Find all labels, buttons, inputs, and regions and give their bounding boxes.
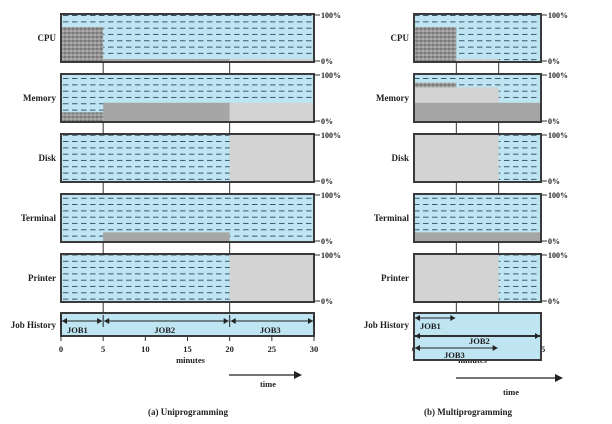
uniprogramming-caption: (a) Uniprogramming [148, 407, 229, 417]
printer-usage-block [229, 254, 314, 302]
x-tick-label: 25 [268, 344, 277, 354]
job-history-label: Job History [364, 320, 410, 330]
memory-bottom-percent: 0% [548, 117, 560, 126]
terminal-top-percent: 100% [548, 191, 568, 200]
disk-usage-block [414, 134, 499, 182]
cpu-usage-block [103, 59, 230, 62]
cpu-usage-block [456, 59, 499, 62]
x-tick-label: 10 [141, 344, 150, 354]
x-tick-label: 30 [310, 344, 319, 354]
memory-frame [60, 73, 315, 123]
disk-bottom-percent: 0% [321, 177, 333, 186]
printer-top-percent: 100% [548, 251, 568, 260]
x-tick-label: 5 [101, 344, 105, 354]
cpu-bottom-percent: 0% [321, 57, 333, 66]
printer-bottom-percent: 0% [548, 297, 560, 306]
job-arrow-right [492, 345, 498, 351]
x-tick-label: 0 [59, 344, 63, 354]
disk-frame [60, 133, 315, 183]
disk-top-percent: 100% [548, 131, 568, 140]
terminal-top-percent: 100% [321, 191, 341, 200]
cpu-top-percent: 100% [548, 11, 568, 20]
memory-label: Memory [376, 93, 409, 103]
terminal-bottom-percent: 0% [321, 237, 333, 246]
terminal-frame [413, 193, 542, 243]
cpu-usage-block [414, 26, 457, 62]
job-arrow-right [535, 333, 540, 339]
disk-bottom-percent: 0% [548, 177, 560, 186]
time-arrow-head [555, 374, 563, 382]
memory-top-percent: 100% [321, 71, 341, 80]
cpu-frame [60, 13, 315, 63]
printer-top-percent: 100% [321, 251, 341, 260]
printer-usage-block [414, 254, 499, 302]
job-label: JOB3 [260, 325, 281, 335]
printer-frame [413, 253, 542, 303]
job-label: JOB2 [469, 336, 490, 346]
cpu-label: CPU [38, 33, 57, 43]
memory-usage-block [103, 102, 230, 122]
job-arrow-right [97, 318, 103, 324]
job-arrow-left [415, 315, 420, 321]
cpu-top-percent: 100% [321, 11, 341, 20]
memory-usage-block [414, 102, 541, 122]
disk-label: Disk [391, 153, 409, 163]
time-label: time [260, 379, 276, 389]
cpu-bottom-percent: 0% [548, 57, 560, 66]
x-tick-label: 15 [183, 344, 192, 354]
memory-bottom-percent: 0% [321, 117, 333, 126]
job-arrow-left [415, 333, 420, 339]
disk-label: Disk [38, 153, 56, 163]
disk-usage-block [229, 134, 314, 182]
memory-label: Memory [23, 93, 56, 103]
memory-top-percent: 100% [548, 71, 568, 80]
job-label: JOB2 [154, 325, 175, 335]
terminal-label: Terminal [374, 213, 410, 223]
uniprogramming-panel: CPU100%0%Memory100%0%Disk100%0%Terminal1… [11, 11, 341, 389]
x-tick-label: 20 [225, 344, 234, 354]
terminal-label: Terminal [21, 213, 57, 223]
cpu-frame [413, 13, 542, 63]
memory-usage-block [61, 112, 104, 122]
cpu-label: CPU [391, 33, 410, 43]
job-history-label: Job History [11, 320, 57, 330]
job-arrow-right [450, 315, 456, 321]
printer-label: Printer [381, 273, 409, 283]
terminal-frame [60, 193, 315, 243]
terminal-usage-block [103, 232, 230, 242]
disk-top-percent: 100% [321, 131, 341, 140]
job-arrow-left [230, 318, 236, 324]
multiprogramming-panel: CPU 100% 0% Memory 100% 0% Disk 100% 0% Terminal 1… [364, 11, 568, 397]
time-label: time [503, 387, 519, 397]
printer-label: Printer [28, 273, 56, 283]
job-arrow-left [62, 318, 67, 324]
job-arrow-left [415, 345, 420, 351]
cpu-usage-block [61, 26, 104, 62]
minutes-label: minutes [176, 355, 206, 365]
multiprogramming-caption: (b) Multiprogramming [424, 407, 513, 417]
job-arrow-left [104, 318, 110, 324]
memory-usage-block [229, 102, 314, 122]
job-arrow-right [308, 318, 313, 324]
memory-frame [413, 73, 542, 123]
cpu-usage-block [229, 59, 314, 62]
job-label: JOB3 [444, 350, 465, 360]
time-arrow-head [294, 371, 302, 379]
job-arrow-right [223, 318, 229, 324]
terminal-bottom-percent: 0% [548, 237, 560, 246]
disk-frame [413, 133, 542, 183]
printer-frame [60, 253, 315, 303]
job-label: JOB1 [67, 325, 88, 335]
job-label: JOB1 [420, 321, 441, 331]
terminal-usage-block [414, 232, 541, 242]
printer-bottom-percent: 0% [321, 297, 333, 306]
